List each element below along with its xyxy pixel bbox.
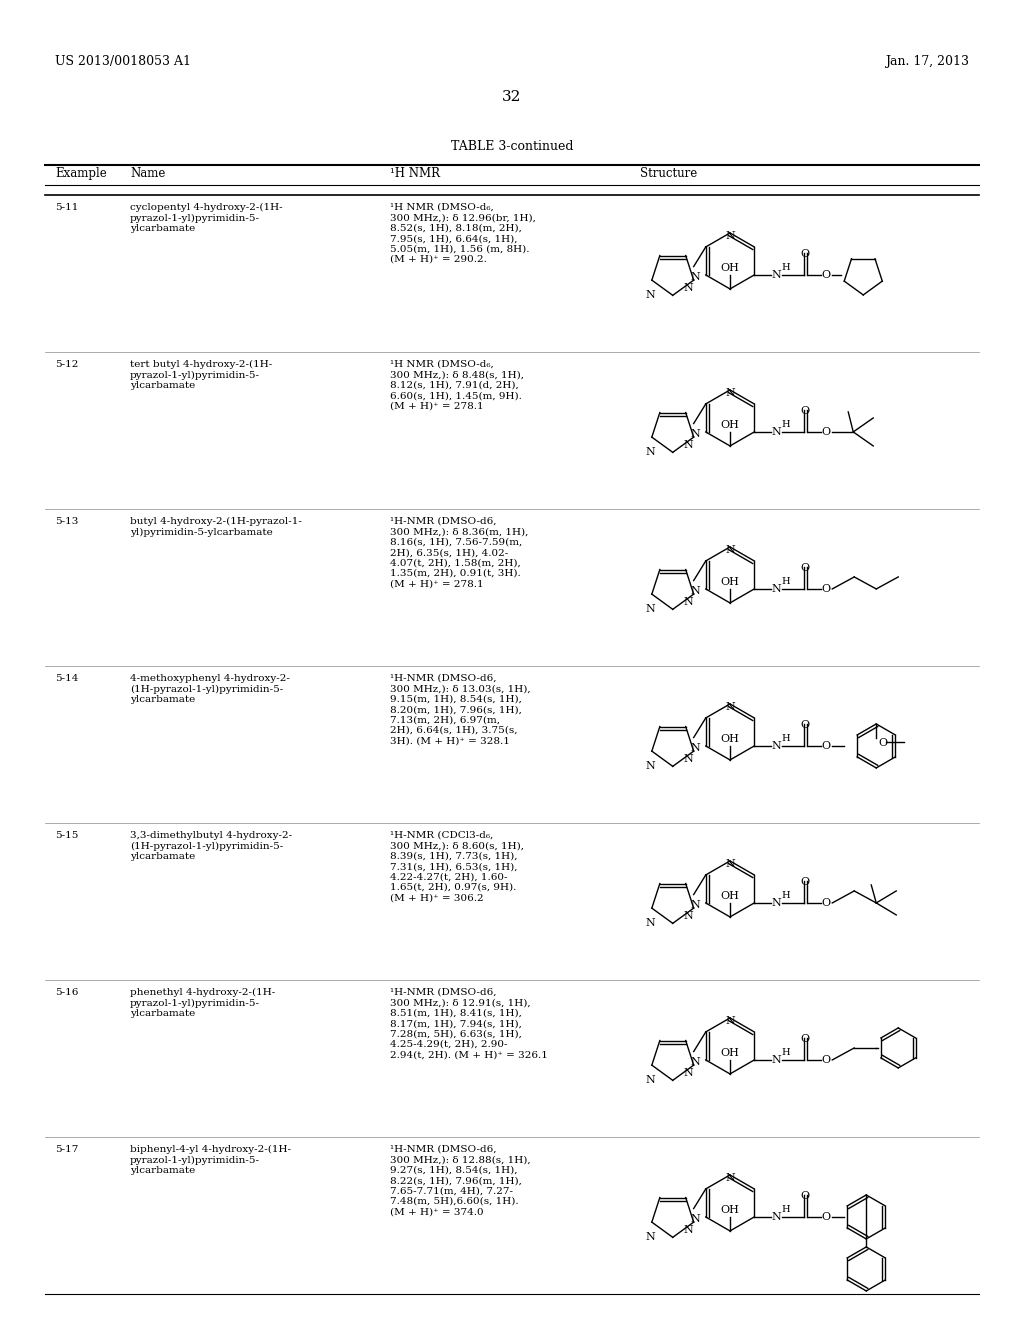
- Text: N: N: [725, 1016, 735, 1026]
- Text: N: N: [725, 1173, 735, 1183]
- Text: ¹H NMR (DMSO-d₆,
300 MHz,): δ 8.48(s, 1H),
8.12(s, 1H), 7.91(d, 2H),
6.60(s, 1H): ¹H NMR (DMSO-d₆, 300 MHz,): δ 8.48(s, 1H…: [390, 360, 524, 411]
- Text: 5-14: 5-14: [55, 675, 79, 682]
- Text: N: N: [645, 919, 655, 928]
- Text: O: O: [821, 1212, 830, 1222]
- Text: Example: Example: [55, 168, 106, 180]
- Text: N: N: [690, 1057, 700, 1067]
- Text: O: O: [801, 876, 810, 887]
- Text: OH: OH: [721, 420, 739, 430]
- Text: Jan. 17, 2013: Jan. 17, 2013: [885, 55, 969, 69]
- Text: 5-17: 5-17: [55, 1144, 79, 1154]
- Text: H: H: [781, 734, 790, 743]
- Text: N: N: [725, 702, 735, 711]
- Text: N: N: [684, 1225, 693, 1236]
- Text: N: N: [684, 911, 693, 921]
- Text: N: N: [771, 271, 781, 280]
- Text: ¹H-NMR (DMSO-d6,
300 MHz,): δ 13.03(s, 1H),
9.15(m, 1H), 8.54(s, 1H),
8.20(m, 1H: ¹H-NMR (DMSO-d6, 300 MHz,): δ 13.03(s, 1…: [390, 675, 530, 746]
- Text: N: N: [684, 754, 693, 764]
- Text: 32: 32: [503, 90, 521, 104]
- Text: O: O: [821, 583, 830, 594]
- Text: OH: OH: [721, 891, 739, 902]
- Text: N: N: [690, 586, 700, 595]
- Text: OH: OH: [721, 1048, 739, 1057]
- Text: ¹H-NMR (DMSO-d6,
300 MHz,): δ 12.88(s, 1H),
9.27(s, 1H), 8.54(s, 1H),
8.22(s, 1H: ¹H-NMR (DMSO-d6, 300 MHz,): δ 12.88(s, 1…: [390, 1144, 530, 1217]
- Text: tert butyl 4-hydroxy-2-(1H-
pyrazol-1-yl)pyrimidin-5-
ylcarbamate: tert butyl 4-hydroxy-2-(1H- pyrazol-1-yl…: [130, 360, 272, 391]
- Text: H: H: [781, 264, 790, 272]
- Text: N: N: [771, 1055, 781, 1065]
- Text: O: O: [801, 719, 810, 730]
- Text: 4-methoxyphenyl 4-hydroxy-2-
(1H-pyrazol-1-yl)pyrimidin-5-
ylcarbamate: 4-methoxyphenyl 4-hydroxy-2- (1H-pyrazol…: [130, 675, 290, 704]
- Text: OH: OH: [721, 263, 739, 273]
- Text: N: N: [771, 898, 781, 908]
- Text: OH: OH: [721, 734, 739, 744]
- Text: N: N: [725, 545, 735, 554]
- Text: Structure: Structure: [640, 168, 697, 180]
- Text: O: O: [821, 898, 830, 908]
- Text: N: N: [771, 583, 781, 594]
- Text: 5-11: 5-11: [55, 203, 79, 213]
- Text: N: N: [684, 1068, 693, 1078]
- Text: US 2013/0018053 A1: US 2013/0018053 A1: [55, 55, 191, 69]
- Text: N: N: [645, 447, 655, 457]
- Text: N: N: [771, 1212, 781, 1222]
- Text: N: N: [690, 1214, 700, 1224]
- Text: N: N: [645, 1076, 655, 1085]
- Text: 5-12: 5-12: [55, 360, 79, 370]
- Text: ¹H NMR: ¹H NMR: [390, 168, 440, 180]
- Text: O: O: [801, 562, 810, 573]
- Text: N: N: [690, 900, 700, 909]
- Text: ¹H-NMR (DMSO-d6,
300 MHz,): δ 8.36(m, 1H),
8.16(s, 1H), 7.56-7.59(m,
2H), 6.35(s: ¹H-NMR (DMSO-d6, 300 MHz,): δ 8.36(m, 1H…: [390, 517, 528, 589]
- Text: ¹H-NMR (DMSO-d6,
300 MHz,): δ 12.91(s, 1H),
8.51(m, 1H), 8.41(s, 1H),
8.17(m, 1H: ¹H-NMR (DMSO-d6, 300 MHz,): δ 12.91(s, 1…: [390, 987, 548, 1060]
- Text: N: N: [725, 231, 735, 242]
- Text: N: N: [645, 605, 655, 614]
- Text: H: H: [781, 1205, 790, 1214]
- Text: 3,3-dimethylbutyl 4-hydroxy-2-
(1H-pyrazol-1-yl)pyrimidin-5-
ylcarbamate: 3,3-dimethylbutyl 4-hydroxy-2- (1H-pyraz…: [130, 832, 292, 861]
- Text: N: N: [690, 272, 700, 282]
- Text: N: N: [645, 762, 655, 771]
- Text: O: O: [821, 271, 830, 280]
- Text: N: N: [725, 388, 735, 397]
- Text: N: N: [684, 597, 693, 607]
- Text: Name: Name: [130, 168, 165, 180]
- Text: O: O: [801, 249, 810, 259]
- Text: ¹H-NMR (CDCl3-d₆,
300 MHz,): δ 8.60(s, 1H),
8.39(s, 1H), 7.73(s, 1H),
7.31(s, 1H: ¹H-NMR (CDCl3-d₆, 300 MHz,): δ 8.60(s, 1…: [390, 832, 524, 903]
- Text: O: O: [879, 738, 888, 748]
- Text: N: N: [725, 859, 735, 869]
- Text: 5-15: 5-15: [55, 832, 79, 840]
- Text: OH: OH: [721, 1205, 739, 1214]
- Text: N: N: [684, 284, 693, 293]
- Text: N: N: [690, 743, 700, 752]
- Text: N: N: [771, 741, 781, 751]
- Text: phenethyl 4-hydroxy-2-(1H-
pyrazol-1-yl)pyrimidin-5-
ylcarbamate: phenethyl 4-hydroxy-2-(1H- pyrazol-1-yl)…: [130, 987, 275, 1018]
- Text: O: O: [821, 426, 830, 437]
- Text: cyclopentyl 4-hydroxy-2-(1H-
pyrazol-1-yl)pyrimidin-5-
ylcarbamate: cyclopentyl 4-hydroxy-2-(1H- pyrazol-1-y…: [130, 203, 283, 234]
- Text: H: H: [781, 577, 790, 586]
- Text: O: O: [801, 1191, 810, 1201]
- Text: TABLE 3-continued: TABLE 3-continued: [451, 140, 573, 153]
- Text: H: H: [781, 891, 790, 900]
- Text: N: N: [645, 290, 655, 300]
- Text: O: O: [821, 741, 830, 751]
- Text: N: N: [690, 429, 700, 440]
- Text: H: H: [781, 1048, 790, 1057]
- Text: H: H: [781, 421, 790, 429]
- Text: 5-13: 5-13: [55, 517, 79, 525]
- Text: N: N: [684, 440, 693, 450]
- Text: ¹H NMR (DMSO-d₆,
300 MHz,): δ 12.96(br, 1H),
8.52(s, 1H), 8.18(m, 2H),
7.95(s, 1: ¹H NMR (DMSO-d₆, 300 MHz,): δ 12.96(br, …: [390, 203, 536, 264]
- Text: N: N: [645, 1232, 655, 1242]
- Text: OH: OH: [721, 577, 739, 587]
- Text: biphenyl-4-yl 4-hydroxy-2-(1H-
pyrazol-1-yl)pyrimidin-5-
ylcarbamate: biphenyl-4-yl 4-hydroxy-2-(1H- pyrazol-1…: [130, 1144, 291, 1175]
- Text: N: N: [771, 426, 781, 437]
- Text: butyl 4-hydroxy-2-(1H-pyrazol-1-
yl)pyrimidin-5-ylcarbamate: butyl 4-hydroxy-2-(1H-pyrazol-1- yl)pyri…: [130, 517, 302, 537]
- Text: O: O: [801, 1034, 810, 1044]
- Text: 5-16: 5-16: [55, 987, 79, 997]
- Text: O: O: [801, 407, 810, 416]
- Text: O: O: [821, 1055, 830, 1065]
